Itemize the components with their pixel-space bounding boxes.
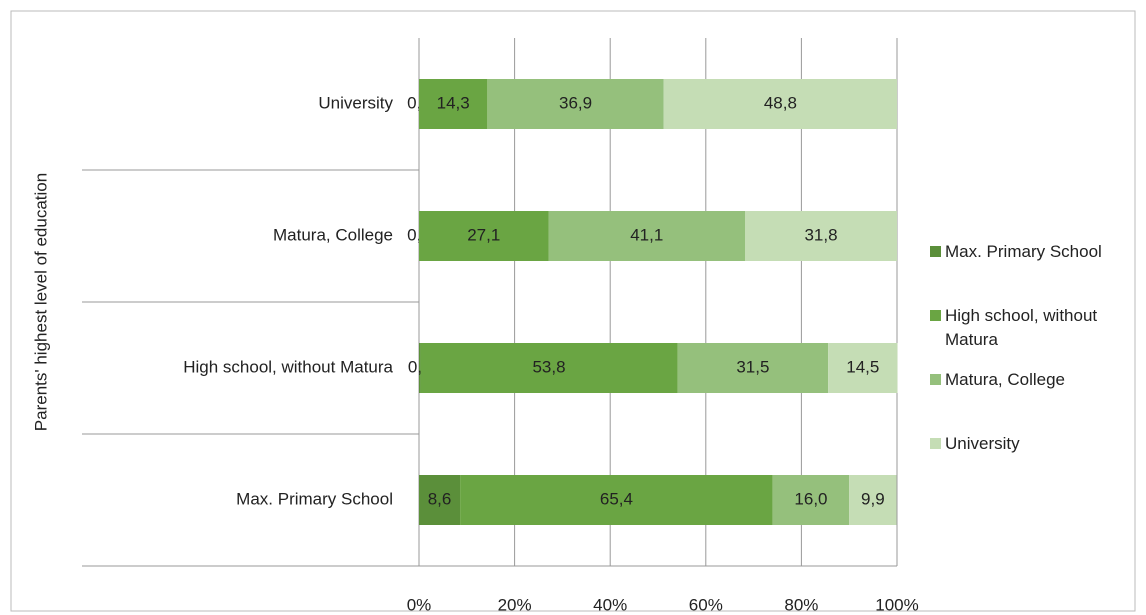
legend-label: Max. Primary School (945, 242, 1102, 261)
data-label: 31,8 (804, 225, 837, 244)
data-label: 14,5 (846, 357, 879, 376)
data-label: 53,8 (532, 357, 565, 376)
x-tick-label: 60% (689, 595, 723, 614)
bar-segment (548, 211, 745, 261)
legend-label: High school, without Matura (945, 306, 1098, 349)
bar-segment (419, 343, 421, 393)
y-axis-label: Parents' highest level of education (31, 173, 50, 431)
x-tick-label: 80% (784, 595, 818, 614)
legend-label: University (945, 434, 1020, 453)
bar-segment (828, 343, 898, 393)
bar-segment (420, 343, 678, 393)
y-tick-label: Matura, College (273, 225, 393, 244)
data-label: 31,5 (736, 357, 769, 376)
bar-segment (772, 475, 850, 525)
bar-segment (460, 475, 773, 525)
legend-item: University (930, 432, 1130, 456)
legend-item: Max. Primary School (930, 240, 1130, 264)
legend-swatch (930, 438, 941, 449)
bar-segment (419, 475, 461, 525)
data-label: 8,6 (428, 489, 452, 508)
data-label: 41,1 (630, 225, 663, 244)
bar-segment (419, 211, 549, 261)
x-tick-label: 20% (498, 595, 532, 614)
data-label: 16,0 (794, 489, 827, 508)
x-tick-label: 100% (875, 595, 918, 614)
legend-item: High school, without Matura (930, 304, 1130, 352)
y-tick-label: Max. Primary School (236, 489, 393, 508)
legend-swatch (930, 246, 941, 257)
chart-border (10, 10, 1136, 612)
bar-segment (487, 79, 664, 129)
y-tick-label: University (318, 93, 393, 112)
bar-segment (677, 343, 829, 393)
legend-item: Matura, College (930, 368, 1130, 392)
bar-segment (744, 211, 897, 261)
x-tick-label: 0% (407, 595, 432, 614)
data-label: 14,3 (437, 93, 470, 112)
bar-segment (663, 79, 897, 129)
bar-segment (849, 475, 897, 525)
x-tick-label: 40% (593, 595, 627, 614)
y-tick-label: High school, without Matura (183, 357, 393, 376)
data-label: 36,9 (559, 93, 592, 112)
data-label: 27,1 (467, 225, 500, 244)
legend-swatch (930, 374, 941, 385)
legend-swatch (930, 310, 941, 321)
bar-segment (419, 79, 488, 129)
data-label: 9,9 (861, 489, 885, 508)
data-label: 48,8 (764, 93, 797, 112)
legend-label: Matura, College (945, 370, 1066, 389)
data-label: 65,4 (600, 489, 633, 508)
